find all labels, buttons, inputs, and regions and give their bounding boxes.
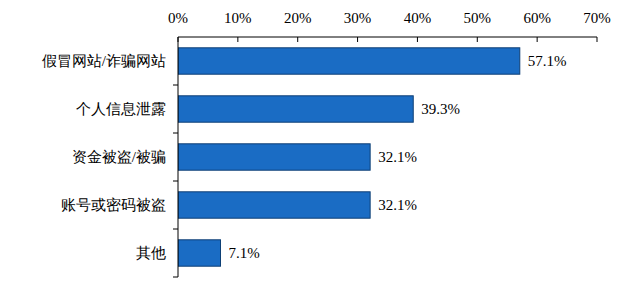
y-axis-line <box>178 37 179 277</box>
x-tick <box>417 37 418 42</box>
x-tick <box>537 37 538 42</box>
x-tick-label: 50% <box>464 10 492 26</box>
bars <box>178 48 520 266</box>
data-label: 32.1% <box>378 149 417 165</box>
bar <box>178 96 413 122</box>
x-tick <box>357 37 358 42</box>
x-tick <box>597 37 598 42</box>
x-tick-label: 60% <box>523 10 551 26</box>
y-tick <box>173 85 178 86</box>
y-tick <box>173 229 178 230</box>
x-tick-label: 20% <box>284 10 312 26</box>
bar <box>178 240 220 266</box>
category-label: 其他 <box>136 245 166 261</box>
data-label: 39.3% <box>421 101 460 117</box>
bar <box>178 192 370 218</box>
bar <box>178 144 370 170</box>
x-tick <box>477 37 478 42</box>
data-label: 7.1% <box>228 245 259 261</box>
x-tick-label: 40% <box>404 10 432 26</box>
y-tick <box>173 133 178 134</box>
x-axis-line <box>178 37 597 38</box>
y-tick <box>173 277 178 278</box>
category-label: 资金被盗/被骗 <box>72 149 166 165</box>
chart: 0% 10% 20% 30% 40% 50% 60% 70% 假冒网站/诈骗网站个人信息泄露资金… <box>0 0 635 287</box>
category-label: 个人信息泄露 <box>76 101 166 117</box>
y-tick <box>173 181 178 182</box>
category-label: 账号或密码被盗 <box>61 197 166 213</box>
x-tick-label: 30% <box>344 10 372 26</box>
data-label: 32.1% <box>378 197 417 213</box>
bar <box>178 48 520 74</box>
x-tick-label: 10% <box>224 10 252 26</box>
x-tick-label: 0% <box>168 10 188 26</box>
chart-container: 0% 10% 20% 30% 40% 50% 60% 70% 假冒网站/诈骗网站个人信息泄露资金… <box>0 0 635 287</box>
category-label: 假冒网站/诈骗网站 <box>42 53 166 69</box>
x-tick <box>297 37 298 42</box>
x-tick <box>237 37 238 42</box>
data-label: 57.1% <box>528 53 567 69</box>
x-tick-label: 70% <box>583 10 611 26</box>
